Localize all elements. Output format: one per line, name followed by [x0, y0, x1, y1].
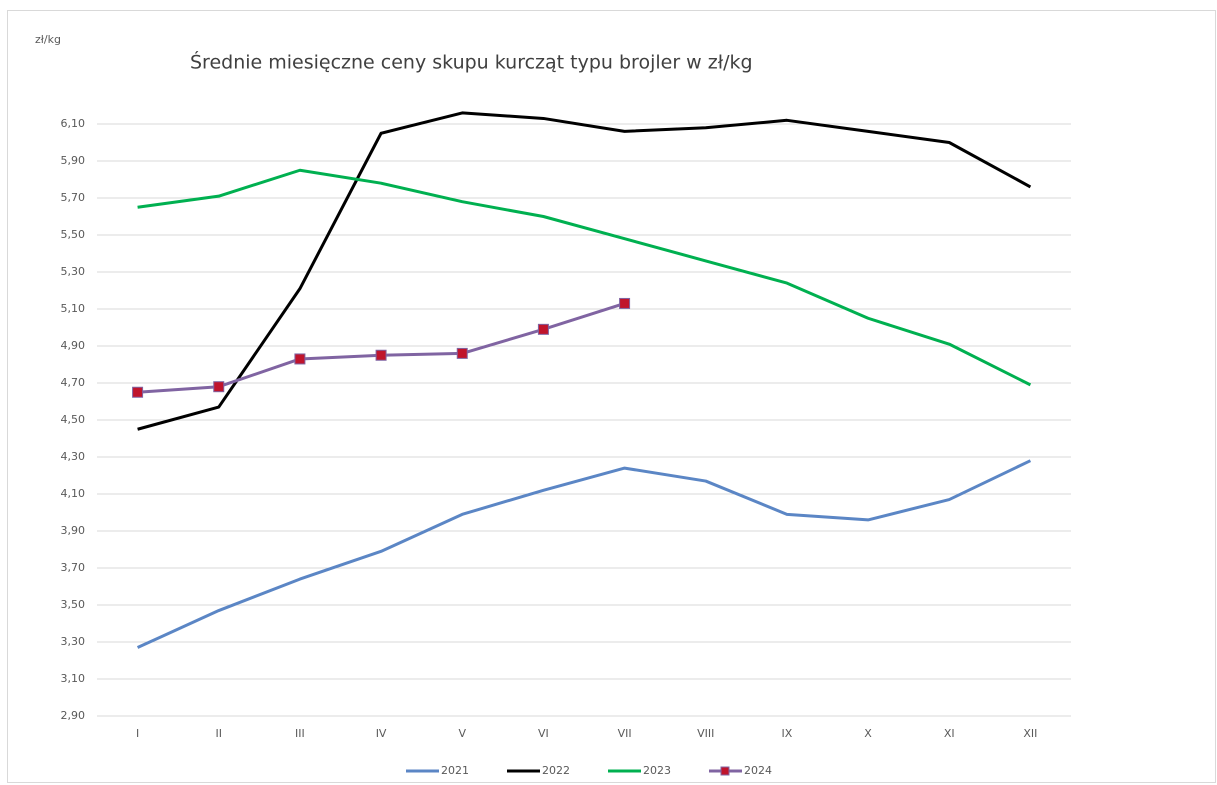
x-tick-label: VII: [618, 727, 632, 740]
series-line: [137, 168, 1032, 387]
x-tick-label: IV: [376, 727, 387, 740]
series-line: [136, 459, 1032, 649]
x-tick-label: VIII: [697, 727, 714, 740]
legend-label: 2022: [542, 764, 570, 777]
y-tick-label: 5,50: [61, 228, 86, 241]
y-tick-label: 4,90: [61, 339, 86, 352]
data-marker: [619, 297, 631, 309]
y-tick-label: 5,30: [61, 265, 86, 278]
x-tick-label: X: [864, 727, 872, 740]
data-marker: [213, 381, 225, 393]
legend-label: 2024: [744, 764, 772, 777]
y-tick-label: 5,10: [61, 302, 86, 315]
chart-border: [7, 10, 1216, 783]
data-marker: [132, 386, 144, 398]
series-line: [137, 111, 1032, 431]
y-tick-label: 3,30: [61, 635, 86, 648]
x-tick-label: XI: [944, 727, 955, 740]
data-marker: [294, 353, 306, 365]
y-tick-label: 2,90: [61, 709, 86, 722]
y-axis-label: zł/kg: [35, 33, 61, 46]
legend-label: 2021: [441, 764, 469, 777]
x-tick-label: II: [216, 727, 223, 740]
x-tick-label: VI: [538, 727, 549, 740]
y-tick-label: 5,70: [61, 191, 86, 204]
data-marker: [537, 323, 549, 335]
x-tick-label: III: [295, 727, 305, 740]
y-tick-label: 4,70: [61, 376, 86, 389]
y-tick-label: 3,70: [61, 561, 86, 574]
y-tick-label: 3,50: [61, 598, 86, 611]
legend-label: 2023: [643, 764, 671, 777]
x-tick-label: I: [136, 727, 139, 740]
y-tick-label: 4,10: [61, 487, 86, 500]
legend-marker: [720, 766, 730, 776]
x-tick-label: XII: [1023, 727, 1037, 740]
y-tick-label: 3,90: [61, 524, 86, 537]
y-tick-label: 4,30: [61, 450, 86, 463]
x-tick-label: IX: [782, 727, 793, 740]
y-tick-label: 3,10: [61, 672, 86, 685]
y-tick-label: 4,50: [61, 413, 86, 426]
chart-title: Średnie miesięczne ceny skupu kurcząt ty…: [190, 50, 753, 74]
y-tick-label: 5,90: [61, 154, 86, 167]
data-marker: [456, 347, 468, 359]
data-marker: [375, 349, 387, 361]
y-tick-label: 6,10: [61, 117, 86, 130]
x-tick-label: V: [458, 727, 466, 740]
